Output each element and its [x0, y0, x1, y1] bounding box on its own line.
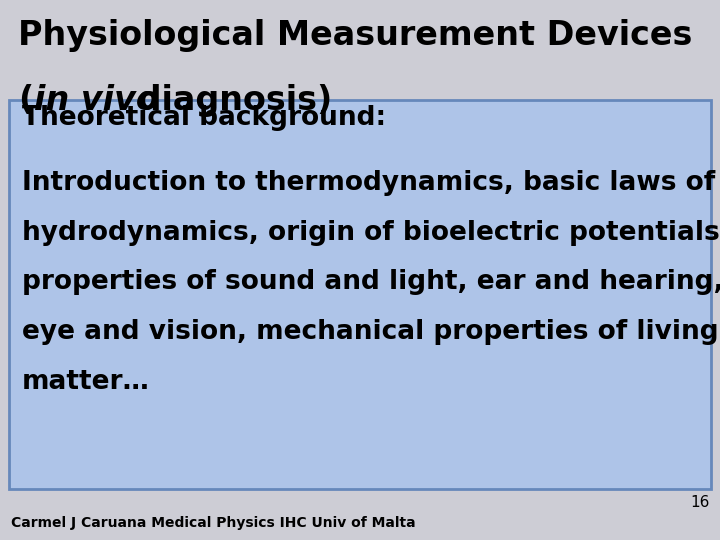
Text: eye and vision, mechanical properties of living: eye and vision, mechanical properties of… — [22, 319, 719, 345]
Text: in vivo: in vivo — [34, 84, 158, 117]
Text: hydrodynamics, origin of bioelectric potentials,: hydrodynamics, origin of bioelectric pot… — [22, 220, 720, 246]
Text: 16: 16 — [690, 495, 709, 510]
Text: Carmel J Caruana Medical Physics IHC Univ of Malta: Carmel J Caruana Medical Physics IHC Uni… — [11, 516, 415, 530]
Text: properties of sound and light, ear and hearing,: properties of sound and light, ear and h… — [22, 269, 720, 295]
FancyBboxPatch shape — [9, 100, 711, 489]
Text: matter…: matter… — [22, 369, 150, 395]
Text: (: ( — [18, 84, 33, 117]
Text: Theoretical background:: Theoretical background: — [22, 105, 386, 131]
Text: diagnosis): diagnosis) — [126, 84, 332, 117]
Text: Introduction to thermodynamics, basic laws of: Introduction to thermodynamics, basic la… — [22, 170, 715, 196]
Text: Physiological Measurement Devices: Physiological Measurement Devices — [18, 19, 693, 52]
